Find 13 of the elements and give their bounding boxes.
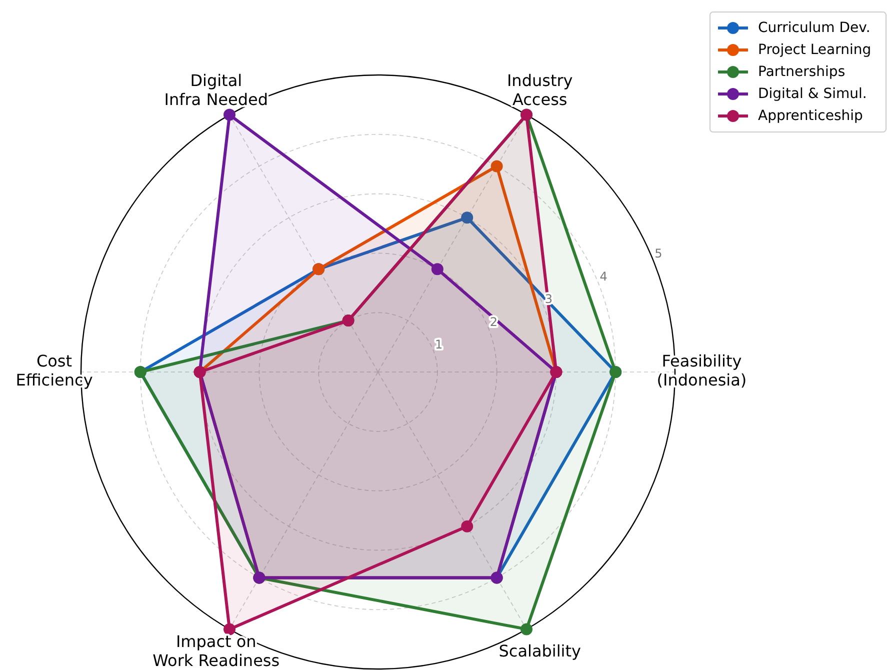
- spoke-label: Scalability: [498, 642, 581, 661]
- spoke-label: Industry Access: [506, 72, 573, 110]
- legend-label: Digital & Simul.: [758, 86, 867, 102]
- y-tick-label: 1: [435, 338, 443, 352]
- y-tick-label: 5: [654, 246, 662, 261]
- legend-label: Partnerships: [758, 64, 846, 80]
- legend-label: Project Learning: [758, 42, 872, 58]
- legend-label: Curriculum Dev.: [758, 20, 870, 36]
- spoke-label: Impact on Work Readiness: [152, 632, 280, 670]
- legend-label: Apprenticeship: [758, 108, 864, 124]
- y-tick-label: 3: [544, 292, 552, 306]
- y-tick-label: 4: [600, 269, 608, 284]
- y-tick-label: 2: [490, 314, 498, 329]
